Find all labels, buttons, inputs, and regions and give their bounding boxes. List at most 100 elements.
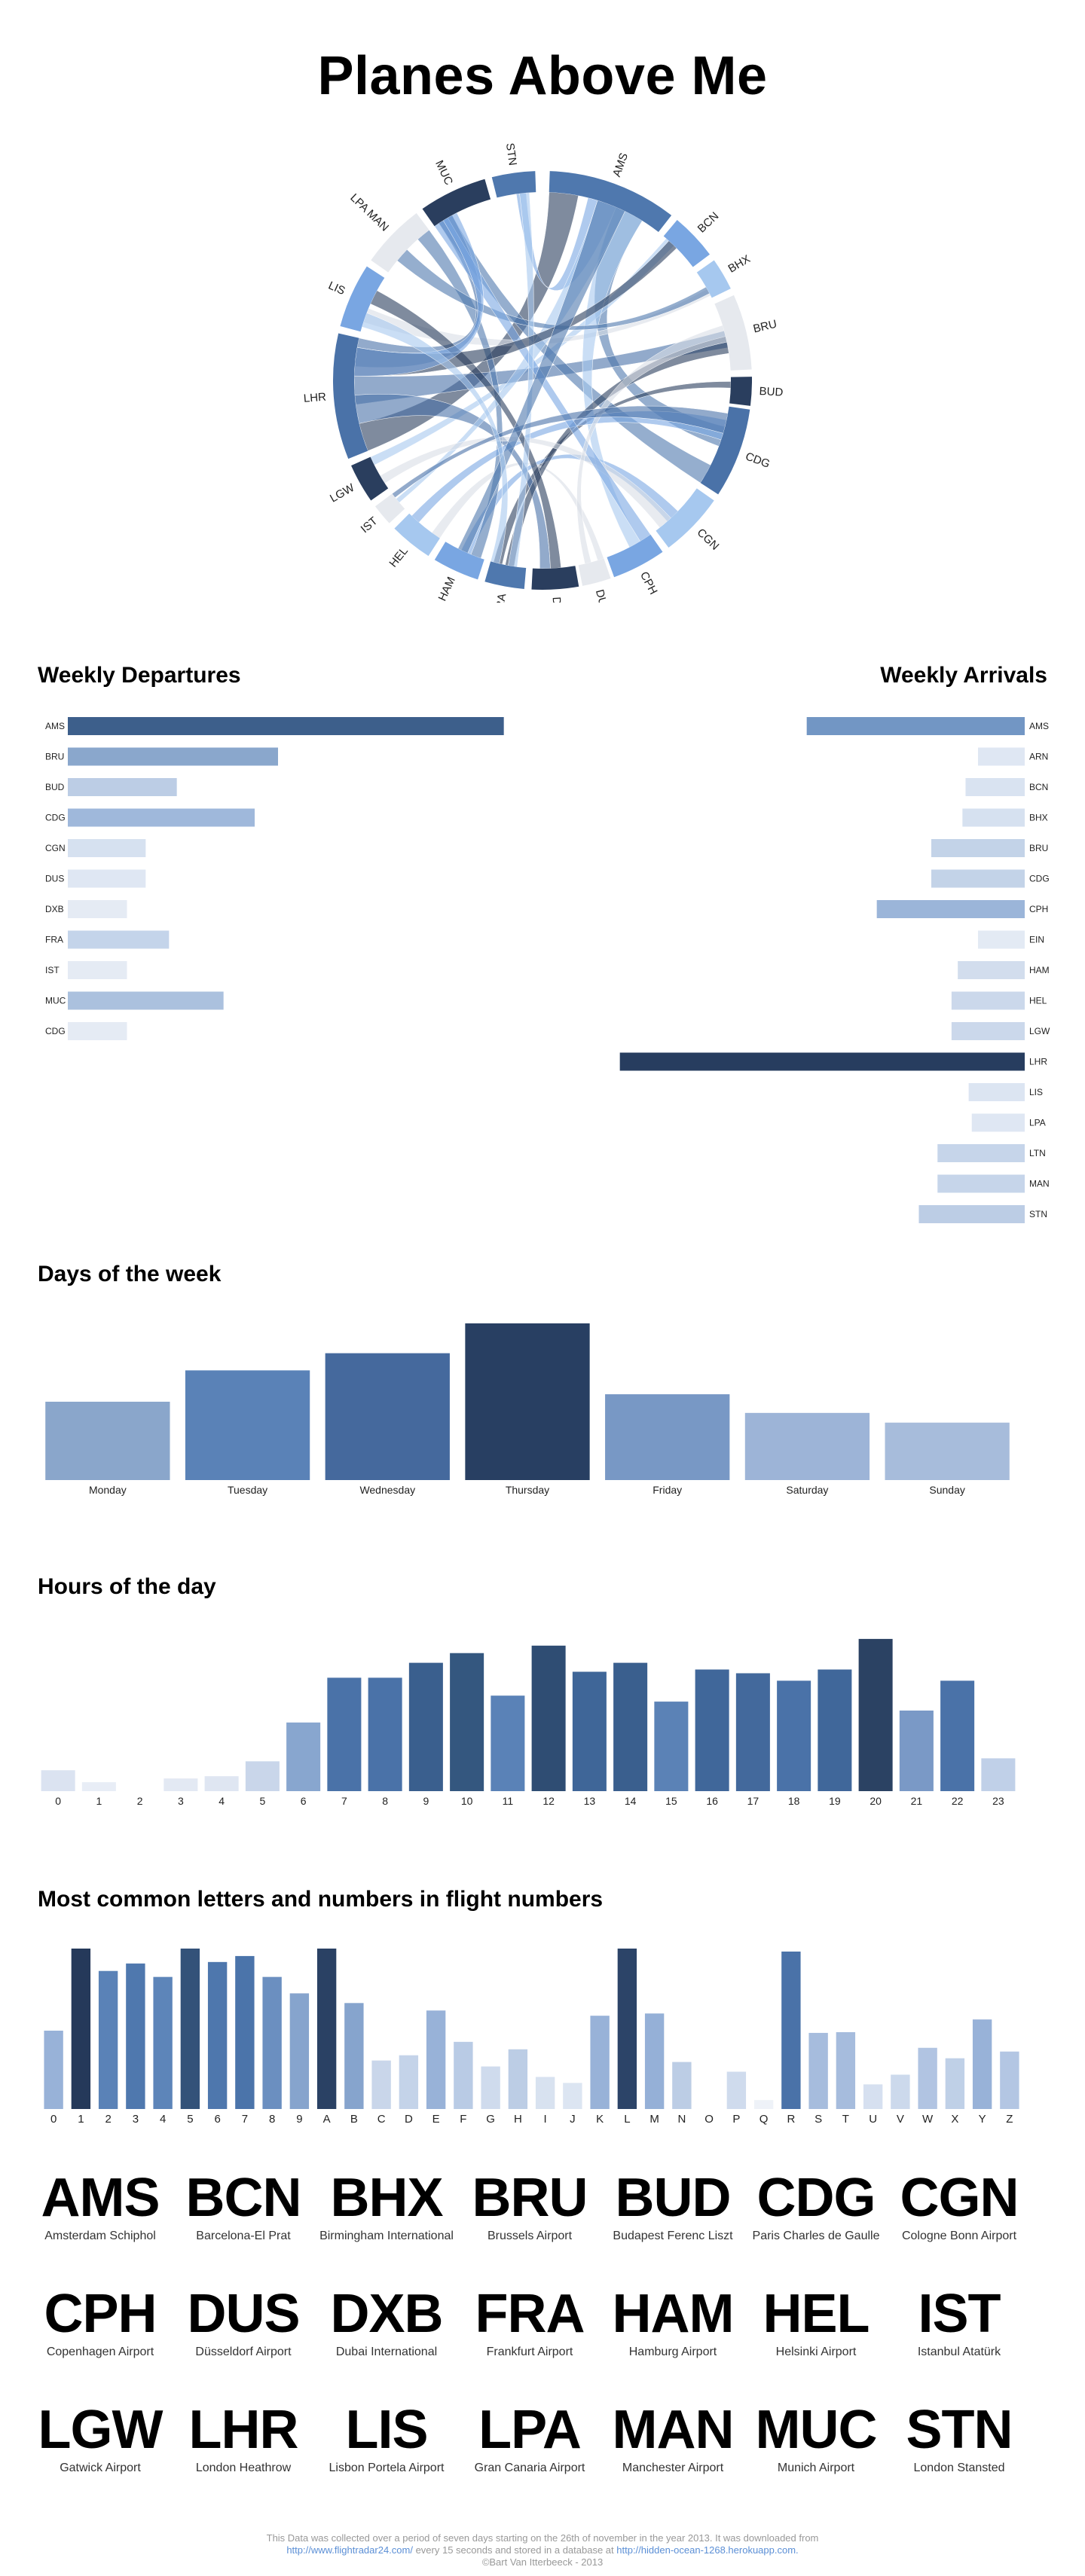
bar-label: MUC	[45, 996, 66, 1006]
airport-code: IST	[918, 2284, 1001, 2344]
tick-label: Y	[979, 2113, 986, 2126]
tick-label: 9	[423, 1795, 429, 1807]
bar	[619, 1052, 1025, 1071]
bar-label: AMS	[1029, 721, 1049, 731]
airport-code: CPH	[44, 2284, 157, 2344]
heroku-link[interactable]: http://hidden-ocean-1268.herokuapp.com.	[616, 2544, 799, 2556]
tick-label: F	[460, 2113, 466, 2126]
tick-label: Z	[1006, 2113, 1013, 2126]
bar-label: FRA	[45, 935, 63, 945]
bar-label: ARN	[1029, 752, 1048, 762]
tick-label: Saturday	[786, 1484, 828, 1496]
tick-label: 8	[269, 2113, 275, 2126]
chord-label: HAM	[436, 575, 458, 603]
airport-card: LPA Gran Canaria Airport	[462, 2401, 598, 2475]
bar	[858, 1638, 893, 1791]
airport-name: Barcelona-El Prat	[196, 2230, 291, 2242]
tick-label: 14	[625, 1795, 637, 1807]
departures-chart: AMS BRU BUD CDG CGN DUS DXB FRA IST MUC CDG	[45, 717, 504, 1040]
tick-label: 7	[341, 1795, 347, 1807]
bar-label: CDG	[1029, 874, 1050, 884]
bar	[613, 1662, 648, 1791]
tick-label: 3	[178, 1795, 184, 1807]
bar	[68, 930, 170, 949]
airport-name: Brussels Airport	[487, 2230, 573, 2242]
bar-label: HAM	[1029, 965, 1050, 975]
bar	[491, 1695, 525, 1791]
airport-name: Budapest Ferenc Liszt	[613, 2230, 733, 2242]
bar	[81, 1782, 116, 1791]
arrivals-title: Weekly Arrivals	[880, 663, 1047, 688]
airport-name: Gran Canaria Airport	[474, 2462, 585, 2474]
chord-group-arc	[374, 493, 405, 523]
bar	[41, 1770, 75, 1791]
airport-card: CPH Copenhagen Airport	[32, 2285, 168, 2359]
bar-label: CPH	[1029, 904, 1048, 914]
bar	[695, 1669, 729, 1791]
tick-label: H	[514, 2113, 522, 2126]
airport-code: DXB	[330, 2284, 443, 2344]
airport-code: CGN	[900, 2168, 1019, 2228]
airport-code: BCN	[185, 2168, 302, 2228]
tick-label: S	[815, 2113, 822, 2126]
tick-label: 16	[706, 1795, 718, 1807]
bar	[68, 991, 224, 1010]
bar-label: STN	[1029, 1209, 1047, 1219]
tick-label: Sunday	[929, 1484, 964, 1496]
bar	[207, 1961, 228, 2109]
airport-name: Helsinki Airport	[775, 2346, 857, 2358]
tick-label: R	[787, 2113, 795, 2126]
tick-label: J	[570, 2113, 576, 2126]
airport-code: FRA	[475, 2284, 585, 2344]
tick-label: U	[869, 2113, 877, 2126]
chord-group-arc	[700, 406, 750, 495]
bar	[806, 717, 1025, 735]
tick-label: 4	[219, 1795, 225, 1807]
bar	[508, 2049, 528, 2109]
bar	[481, 2066, 500, 2109]
bar	[836, 2031, 856, 2109]
chord-ribbon	[576, 325, 728, 564]
bar	[126, 1963, 145, 2109]
bar	[235, 1955, 255, 2109]
airport-card: CGN Cologne Bonn Airport	[891, 2169, 1027, 2243]
bar-label: BHX	[1029, 813, 1048, 823]
bar-label: AMS	[45, 721, 65, 731]
airport-name: Manchester Airport	[622, 2462, 724, 2474]
tick-label: Friday	[653, 1484, 682, 1496]
bar	[885, 1422, 1010, 1480]
tick-label: V	[897, 2113, 904, 2126]
bar	[68, 961, 127, 979]
airport-name: Istanbul Atatürk	[917, 2346, 1001, 2358]
bar-label: BCN	[1029, 782, 1048, 792]
bar	[590, 2016, 610, 2109]
bar-label: BRU	[45, 752, 64, 762]
tick-label: 0	[50, 2113, 57, 2126]
tick-label: Tuesday	[228, 1484, 267, 1496]
tick-label: P	[732, 2113, 740, 2126]
chord-label: IST	[359, 514, 381, 536]
airport-card: LGW Gatwick Airport	[32, 2401, 168, 2475]
airport-code: LHR	[188, 2400, 299, 2460]
tick-label: 23	[992, 1795, 1004, 1807]
tick-label: 5	[187, 2113, 193, 2126]
airport-card: DUS Düsseldorf Airport	[176, 2285, 311, 2359]
bar	[426, 2010, 446, 2109]
chord-label: LHR	[303, 391, 326, 405]
bar	[45, 1401, 170, 1480]
airport-name: Munich Airport	[777, 2462, 855, 2474]
tick-label: 1	[96, 1795, 102, 1807]
tick-label: 11	[503, 1795, 514, 1807]
chord-group-arc	[491, 171, 536, 198]
airport-code: AMS	[41, 2168, 160, 2228]
tick-label: L	[624, 2113, 630, 2126]
bar	[408, 1662, 443, 1791]
bar	[605, 1394, 730, 1480]
days-chart: Monday Tuesday Wednesday Thursday Friday Satu…	[45, 1323, 1010, 1496]
flightradar-link[interactable]: http://www.flightradar24.com/	[286, 2544, 413, 2556]
airport-code: MUC	[755, 2400, 878, 2460]
departures-title: Weekly Departures	[38, 663, 241, 688]
letters-chart: 0 1 2 3 4 5 6 7 8 9 A B C D E F G H I J K L M N O P Q R S T U V W X Y Z	[44, 1949, 1019, 2126]
airport-code: LGW	[38, 2400, 164, 2460]
